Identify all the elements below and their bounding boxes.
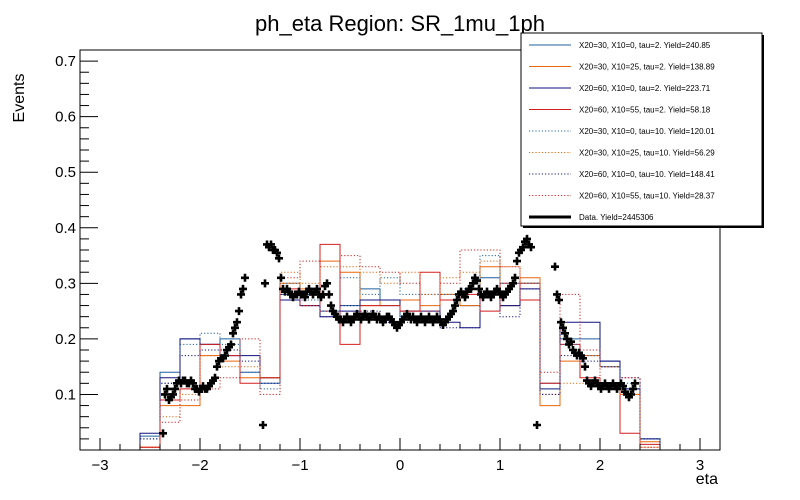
data-point xyxy=(561,329,569,338)
data-point xyxy=(629,384,637,393)
data-point xyxy=(221,351,229,360)
y-tick-label: 0.6 xyxy=(55,109,76,126)
data-point xyxy=(519,243,527,252)
data-point xyxy=(325,290,333,299)
data-point xyxy=(449,307,457,316)
data-point xyxy=(559,323,567,332)
data-point xyxy=(301,293,309,302)
data-point xyxy=(189,379,197,388)
series-line-4 xyxy=(100,243,700,451)
data-point xyxy=(473,276,481,285)
data-point xyxy=(233,318,241,327)
data-point xyxy=(451,301,459,310)
data-point xyxy=(553,290,561,299)
x-tick-label: 2 xyxy=(596,457,604,474)
data-point xyxy=(267,240,275,249)
data-point xyxy=(231,323,239,332)
data-point xyxy=(631,379,639,388)
data-point xyxy=(557,318,565,327)
data-point xyxy=(527,243,535,252)
data-point xyxy=(273,248,281,257)
legend-label-4: X20=60, X10=55, tau=2. Yield=58.18 xyxy=(579,106,711,115)
data-point xyxy=(259,421,267,429)
legend-label-7: X20=60, X10=0, tau=10. Yield=148.41 xyxy=(579,170,715,179)
data-point xyxy=(227,340,235,349)
data-point xyxy=(327,301,335,310)
axes: −3 −2 −1 0 1 2 3 0.1 0.2 0.3 0.4 0.5 0.6 0.7 xyxy=(55,49,721,474)
data-point xyxy=(461,293,469,302)
y-tick-label: 0.1 xyxy=(55,386,76,403)
y-tick-label: 0.5 xyxy=(55,164,76,181)
data-point xyxy=(323,279,331,288)
data-point xyxy=(581,362,589,371)
x-tick-label: 0 xyxy=(396,457,404,474)
data-point xyxy=(213,362,221,371)
legend-label-9: Data. Yield=2445306 xyxy=(579,213,654,222)
x-tick-label: −3 xyxy=(91,457,108,474)
series-line-8 xyxy=(100,249,700,451)
data-point xyxy=(511,273,519,282)
data-point xyxy=(513,257,521,266)
x-tick-label: −2 xyxy=(191,457,208,474)
data-point xyxy=(313,284,321,293)
legend-label-2: X20=30, X10=25, tau=2. Yield=138.89 xyxy=(579,63,715,72)
data-point xyxy=(619,382,627,391)
legend-label-6: X20=30, X10=25, tau=10. Yield=56.29 xyxy=(579,149,715,158)
data-point xyxy=(261,279,269,288)
data-point xyxy=(579,354,587,363)
data-point xyxy=(159,429,167,438)
data-point xyxy=(161,390,169,399)
data-point xyxy=(555,296,563,304)
x-tick-label: 1 xyxy=(496,457,504,474)
x-tick-label: 3 xyxy=(696,457,704,474)
legend-label-3: X20=60, X10=0, tau=2. Yield=223.71 xyxy=(579,84,711,93)
data-point xyxy=(509,279,517,288)
x-tick-label: −1 xyxy=(291,457,308,474)
legend-label-1: X20=30, X10=0, tau=2. Yield=240.85 xyxy=(579,41,711,50)
data-point xyxy=(229,329,237,338)
data-point xyxy=(453,296,461,304)
data-point xyxy=(237,290,245,299)
legend-box xyxy=(520,32,763,227)
plot-area xyxy=(100,234,700,451)
data-point xyxy=(235,307,243,316)
y-tick-label: 0.3 xyxy=(55,275,76,292)
data-point xyxy=(211,373,219,382)
y-tick-label: 0.7 xyxy=(55,53,76,70)
data-point xyxy=(239,284,247,293)
data-point xyxy=(475,284,483,293)
data-point xyxy=(567,337,575,346)
data-point xyxy=(467,284,475,293)
data-point xyxy=(523,234,531,243)
data-point xyxy=(171,384,179,393)
legend: X20=30, X10=0, tau=2. Yield=240.85 X20=30… xyxy=(520,32,764,228)
data-point xyxy=(169,390,177,399)
chart-title: ph_eta Region: SR_1mu_1ph xyxy=(255,11,545,36)
legend-label-5: X20=30, X10=0, tau=10. Yield=120.01 xyxy=(579,127,715,136)
data-point xyxy=(163,384,171,393)
legend-label-8: X20=60, X10=55, tau=10. Yield=28.37 xyxy=(579,192,715,201)
y-tick-label: 0.4 xyxy=(55,220,76,237)
data-point xyxy=(533,421,541,429)
y-axis-label: Events xyxy=(11,74,28,123)
data-point xyxy=(551,262,559,271)
y-tick-label: 0.2 xyxy=(55,331,76,348)
data-point xyxy=(241,273,249,282)
data-point xyxy=(627,390,635,399)
data-point xyxy=(277,273,285,282)
x-axis-label: eta xyxy=(696,471,718,488)
data-point xyxy=(275,254,283,263)
